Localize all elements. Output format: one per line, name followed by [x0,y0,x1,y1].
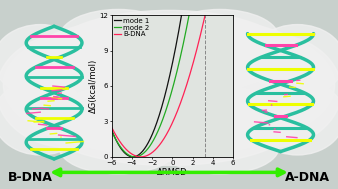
Legend: mode 1, mode 2, B-DNA: mode 1, mode 2, B-DNA [114,17,150,38]
Ellipse shape [161,121,279,174]
Ellipse shape [250,25,338,96]
Text: B-DNA: B-DNA [8,171,53,184]
Line: mode 2: mode 2 [112,0,233,157]
Line: mode 1: mode 1 [112,0,233,157]
mode 2 [131,156,135,158]
Ellipse shape [59,9,177,66]
Ellipse shape [250,79,338,155]
B-DNA [131,154,135,156]
Ellipse shape [51,10,287,95]
Ellipse shape [0,79,88,155]
mode 1 [110,129,114,131]
mode 1 [131,156,135,158]
B-DNA [139,156,143,158]
B-DNA [191,62,195,65]
Ellipse shape [0,34,139,147]
Y-axis label: ΔG(kcal/mol): ΔG(kcal/mol) [89,59,98,113]
B-DNA [110,126,114,128]
mode 2 [165,107,169,109]
mode 2 [182,42,186,44]
Ellipse shape [199,34,338,147]
Ellipse shape [42,80,296,165]
FancyArrowPatch shape [54,169,284,176]
Ellipse shape [3,14,335,156]
B-DNA [182,94,186,96]
mode 1 [165,87,169,89]
Line: B-DNA: B-DNA [112,0,233,157]
mode 2 [110,129,114,132]
Ellipse shape [161,9,279,66]
mode 1 [131,156,135,158]
B-DNA [201,22,206,24]
Ellipse shape [0,25,88,96]
mode 1 [182,3,186,5]
Ellipse shape [59,121,177,174]
B-DNA [165,133,169,135]
B-DNA [141,156,145,158]
mode 1 [141,149,145,152]
X-axis label: ΔRMSD: ΔRMSD [157,168,188,177]
Text: A-DNA: A-DNA [285,171,330,184]
mode 2 [141,153,145,155]
mode 2 [133,156,137,158]
